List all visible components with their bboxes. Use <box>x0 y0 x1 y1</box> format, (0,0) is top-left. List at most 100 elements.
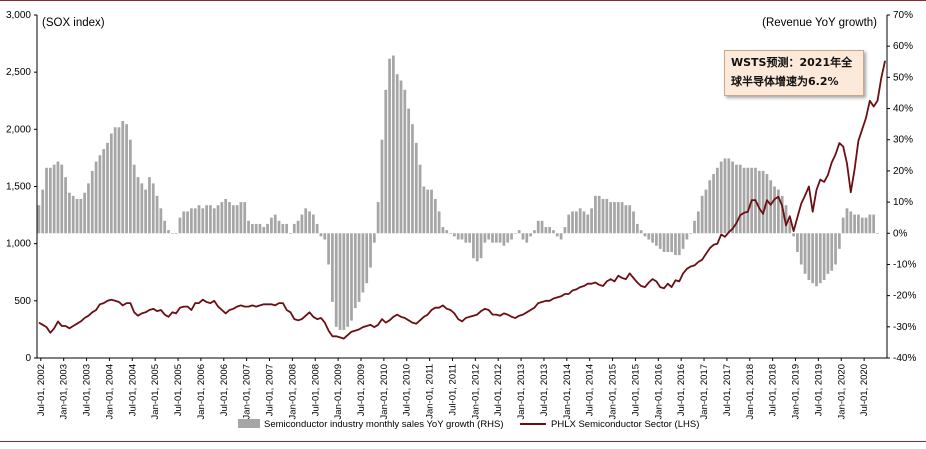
growth-bar <box>601 198 605 234</box>
growth-bar <box>292 223 296 234</box>
growth-bar <box>338 233 342 330</box>
right-tick-label: -40% <box>893 353 916 364</box>
growth-bar <box>876 233 879 234</box>
growth-bar <box>533 230 536 234</box>
growth-bar <box>719 161 723 234</box>
growth-bar <box>266 223 269 234</box>
growth-bar <box>830 233 834 271</box>
growth-bar <box>277 220 281 234</box>
growth-bar <box>716 167 719 234</box>
x-tick-label: Jan-01, 2009 <box>333 364 344 419</box>
growth-bar <box>174 233 178 234</box>
growth-bar <box>68 192 71 234</box>
growth-bar <box>712 174 715 234</box>
x-tick-label: Jul-01, 2020 <box>859 364 870 416</box>
growth-bar <box>700 195 704 234</box>
growth-bar <box>563 227 567 234</box>
growth-bar <box>285 223 289 234</box>
growth-bar <box>365 233 369 284</box>
growth-bar <box>529 233 532 237</box>
growth-bar <box>315 223 319 234</box>
left-tick-label: 2,500 <box>6 67 31 78</box>
growth-bar <box>235 205 239 234</box>
growth-bar <box>319 233 323 237</box>
growth-bar <box>674 233 677 256</box>
right-tick-label: 40% <box>893 104 913 115</box>
growth-bar <box>136 177 140 234</box>
growth-bar <box>651 233 654 243</box>
growth-bar <box>513 233 517 234</box>
growth-bar <box>151 183 155 234</box>
sox-index-line <box>38 60 886 340</box>
growth-bar <box>113 127 117 234</box>
growth-bar <box>399 80 403 234</box>
growth-bar <box>209 205 212 234</box>
growth-bar <box>239 202 243 234</box>
growth-bar <box>784 205 788 234</box>
growth-bar <box>590 208 593 234</box>
x-tick-label: Jul-01, 2015 <box>630 364 641 416</box>
growth-bar <box>788 220 792 234</box>
growth-bar <box>445 230 449 234</box>
x-tick-label: Jan-01, 2018 <box>745 364 756 419</box>
x-tick-label: Jan-01, 2013 <box>516 364 527 419</box>
growth-bar <box>94 161 98 234</box>
growth-bar <box>205 205 208 234</box>
growth-bar <box>559 233 563 240</box>
growth-bar <box>571 211 574 234</box>
growth-bar <box>677 233 681 256</box>
x-tick-label: Jul-01, 2010 <box>402 364 413 416</box>
right-tick-label: -30% <box>893 322 916 333</box>
left-tick-label: 0 <box>25 353 31 364</box>
growth-bar <box>757 170 761 234</box>
growth-bar <box>79 198 83 234</box>
growth-bar <box>540 220 544 234</box>
right-tick-label: 0% <box>893 228 908 239</box>
right-tick-label: -10% <box>893 259 916 270</box>
growth-bar <box>212 208 216 234</box>
growth-bar <box>815 233 818 287</box>
x-tick-label: Jul-01, 2002 <box>36 364 47 416</box>
growth-bar <box>121 121 125 234</box>
x-tick-label: Jan-01, 2003 <box>59 364 70 419</box>
growth-bar <box>582 211 586 234</box>
growth-bar <box>125 124 128 234</box>
growth-bar <box>647 233 651 240</box>
x-tick-label: Jan-01, 2016 <box>653 364 664 419</box>
growth-bar <box>605 198 609 234</box>
growth-bar <box>90 170 94 234</box>
growth-bar <box>87 183 90 234</box>
growth-bar <box>822 233 826 281</box>
growth-bar <box>834 233 837 265</box>
growth-bar <box>826 233 830 274</box>
growth-bar <box>696 211 700 234</box>
growth-bar <box>731 161 734 234</box>
growth-bar <box>323 233 327 240</box>
growth-bar <box>392 55 395 234</box>
growth-bar <box>132 164 136 234</box>
growth-bar <box>395 74 399 234</box>
growth-bar <box>780 195 784 234</box>
growth-bar <box>628 205 632 234</box>
growth-bar <box>193 208 197 234</box>
growth-bar <box>163 220 167 234</box>
growth-bar <box>449 233 452 234</box>
growth-bar <box>658 233 662 249</box>
growth-bar <box>369 233 372 268</box>
growth-bar <box>597 195 601 234</box>
right-tick-label: 30% <box>893 135 913 146</box>
annotation-callout: WSTS预测：2021年全 球半导体增速为6.2% <box>724 50 864 96</box>
x-tick-label: Jul-01, 2005 <box>173 364 184 416</box>
growth-bar <box>228 202 231 234</box>
growth-bar <box>872 214 876 234</box>
growth-bar <box>56 161 60 234</box>
growth-bar <box>655 233 658 246</box>
growth-bar <box>639 230 643 234</box>
growth-bar <box>689 233 693 234</box>
growth-bar <box>460 233 464 240</box>
growth-bar <box>71 195 75 234</box>
growth-bar <box>555 233 559 237</box>
growth-bar <box>803 233 807 274</box>
growth-bar <box>807 233 811 281</box>
x-tick-label: Jan-01, 2008 <box>287 364 298 419</box>
